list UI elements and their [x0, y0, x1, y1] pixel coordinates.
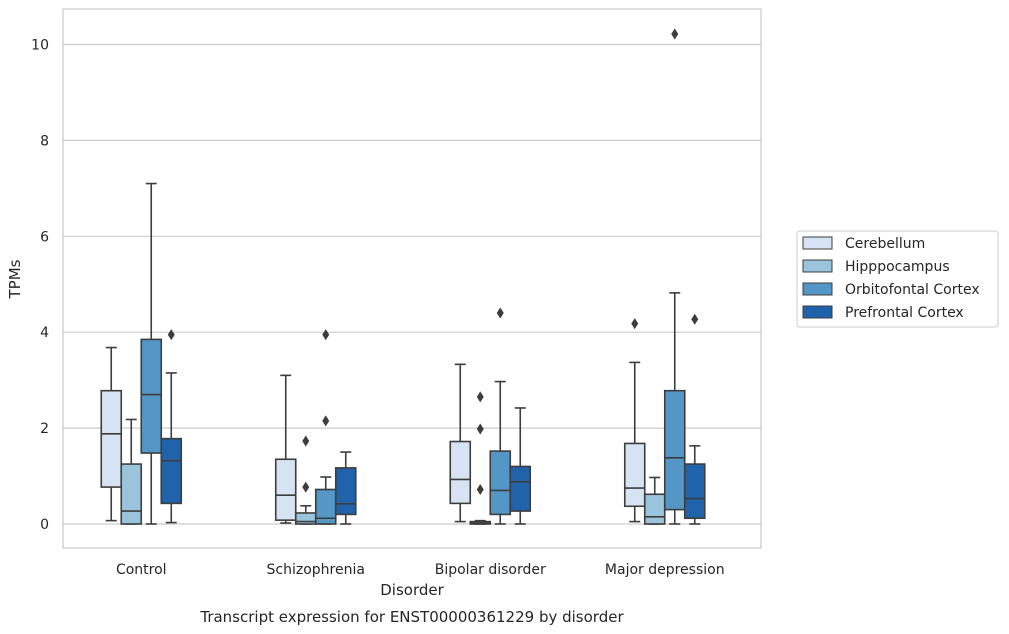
y-tick-label: 6	[40, 229, 49, 245]
legend-label: Orbitofontal Cortex	[845, 282, 980, 298]
box-prefrontal-cortex	[683, 313, 706, 525]
box-plots	[100, 28, 706, 525]
box-hipppocampus	[469, 391, 492, 525]
legend-label: Hipppocampus	[845, 259, 950, 275]
outlier-point	[671, 28, 679, 40]
y-tick-label: 10	[31, 38, 49, 54]
outlier-point	[302, 481, 310, 493]
outlier-point	[322, 415, 330, 427]
x-axis-title: Disorder	[380, 581, 444, 599]
legend-swatch	[802, 282, 833, 296]
iqr-box	[683, 463, 706, 520]
legend: Cerebellum Hipppocampus Orbitofontal Corte…	[796, 230, 999, 328]
outlier-point	[631, 318, 639, 330]
y-tick-label: 2	[40, 421, 49, 437]
outlier-point	[302, 435, 310, 447]
iqr-box	[663, 389, 686, 511]
y-tick-label: 0	[40, 517, 49, 533]
box-cerebellum	[274, 374, 297, 524]
x-tick-labels: Control Schizophrenia Bipolar disorder Majo…	[116, 562, 725, 578]
y-tick-labels: 0 2 4 6 8 10	[31, 38, 49, 534]
box-cerebellum	[449, 363, 472, 523]
outlier-point	[496, 307, 504, 319]
iqr-box	[489, 450, 512, 516]
outlier-point	[691, 313, 699, 325]
x-tick-label: Major depression	[605, 562, 725, 578]
y-tick-label: 4	[40, 325, 49, 341]
iqr-box	[160, 437, 183, 505]
iqr-box	[100, 389, 123, 488]
box-orbitofontal-cortex	[140, 182, 163, 525]
outlier-point	[167, 329, 175, 341]
x-tick-label: Control	[116, 562, 167, 578]
outlier-point	[476, 423, 484, 435]
box-orbitofontal-cortex	[489, 307, 512, 525]
box-prefrontal-cortex	[334, 451, 357, 525]
box-hipppocampus	[120, 418, 143, 525]
iqr-box	[643, 493, 666, 525]
iqr-box	[623, 442, 646, 508]
legend-swatch	[802, 259, 833, 273]
legend-label: Prefrontal Cortex	[845, 305, 964, 321]
outlier-point	[322, 329, 330, 341]
box-orbitofontal-cortex	[663, 28, 686, 525]
legend-label: Cerebellum	[845, 236, 925, 252]
outlier-point	[476, 483, 484, 495]
legend-swatch	[802, 305, 833, 319]
iqr-box	[140, 338, 163, 454]
box-prefrontal-cortex	[509, 407, 532, 525]
gridlines	[63, 43, 761, 525]
x-tick-label: Bipolar disorder	[435, 562, 546, 578]
y-tick-label: 8	[40, 133, 49, 149]
box-prefrontal-cortex	[160, 329, 183, 524]
box-orbitofontal-cortex	[314, 329, 337, 525]
legend-swatch	[802, 236, 833, 250]
figure-caption: Transcript expression for ENST0000036122…	[199, 608, 624, 626]
x-tick-label: Schizophrenia	[267, 562, 365, 578]
iqr-box	[274, 458, 297, 521]
legend-frame	[796, 230, 999, 328]
y-axis-title: TPMs	[6, 259, 24, 299]
iqr-box	[120, 463, 143, 525]
box-cerebellum	[100, 346, 123, 522]
outlier-point	[476, 391, 484, 403]
iqr-box	[334, 467, 357, 516]
plot-frame	[62, 8, 762, 549]
iqr-box	[509, 465, 532, 512]
box-cerebellum	[623, 318, 646, 523]
iqr-box	[449, 440, 472, 505]
